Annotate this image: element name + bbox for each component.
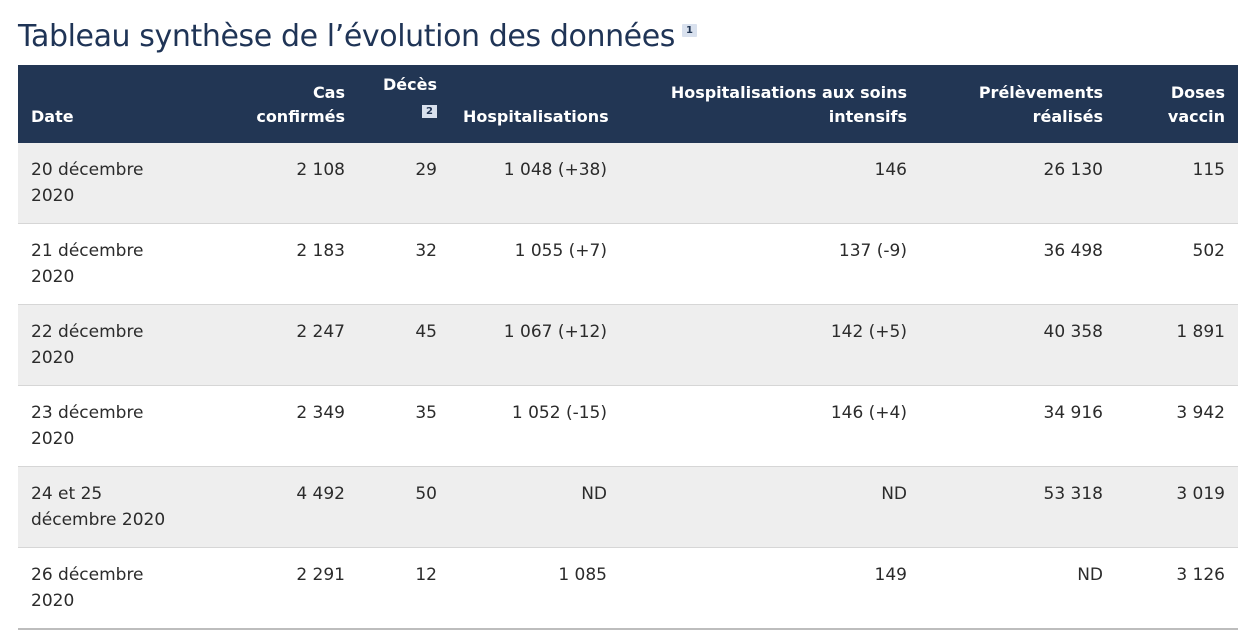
cell-date: 22 décembre 2020 xyxy=(18,304,198,386)
table-row: 21 décembre 2020 2 183 32 1 055 (+7) 137… xyxy=(18,223,1238,305)
col-header-cas: Cas confirmés xyxy=(198,65,358,143)
cell-cas: 4 492 xyxy=(198,466,358,548)
page-title-text: Tableau synthèse de l’évolution des donn… xyxy=(18,19,676,54)
cell-si: 149 xyxy=(620,547,920,630)
cell-doses: 115 xyxy=(1116,143,1238,224)
cell-si: 146 xyxy=(620,143,920,224)
col-header-hospitalisations: Hospitalisations xyxy=(450,65,620,143)
cell-cas: 2 349 xyxy=(198,385,358,467)
page-title: Tableau synthèse de l’évolution des donn… xyxy=(18,16,697,58)
cell-doses: 502 xyxy=(1116,223,1238,305)
cell-prel: 36 498 xyxy=(920,223,1116,305)
cell-hosp: 1 055 (+7) xyxy=(450,223,620,305)
cell-date: 23 décembre 2020 xyxy=(18,385,198,467)
cell-si: ND xyxy=(620,466,920,548)
cell-date: 26 décembre 2020 xyxy=(18,547,198,630)
col-header-date: Date xyxy=(18,65,198,143)
col-header-doses: Doses vaccin xyxy=(1116,65,1238,143)
cell-deces: 50 xyxy=(358,466,450,548)
cell-deces: 45 xyxy=(358,304,450,386)
table-header-row: Date Cas confirmés Décès 2 Hospitalisation… xyxy=(18,65,1238,143)
table-row: 24 et 25 décembre 2020 4 492 50 ND ND 53… xyxy=(18,466,1238,548)
cell-si: 142 (+5) xyxy=(620,304,920,386)
cell-deces: 32 xyxy=(358,223,450,305)
footnote-link-1[interactable]: 1 xyxy=(682,24,697,37)
cell-date: 20 décembre 2020 xyxy=(18,143,198,224)
page: Tableau synthèse de l’évolution des donn… xyxy=(18,16,1238,630)
cell-cas: 2 291 xyxy=(198,547,358,630)
cell-cas: 2 183 xyxy=(198,223,358,305)
cell-prel: ND xyxy=(920,547,1116,630)
cell-cas: 2 108 xyxy=(198,143,358,224)
cell-date: 24 et 25 décembre 2020 xyxy=(18,466,198,548)
data-table: Date Cas confirmés Décès 2 Hospitalisation… xyxy=(18,65,1238,630)
footnote-link-2[interactable]: 2 xyxy=(422,105,437,118)
col-header-soins-intensifs: Hospitalisations aux soins intensifs xyxy=(620,65,920,143)
cell-prel: 26 130 xyxy=(920,143,1116,224)
cell-prel: 34 916 xyxy=(920,385,1116,467)
cell-hosp: ND xyxy=(450,466,620,548)
table-row: 26 décembre 2020 2 291 12 1 085 149 ND 3… xyxy=(18,547,1238,630)
cell-hosp: 1 067 (+12) xyxy=(450,304,620,386)
cell-doses: 1 891 xyxy=(1116,304,1238,386)
cell-si: 137 (-9) xyxy=(620,223,920,305)
cell-prel: 40 358 xyxy=(920,304,1116,386)
col-header-prelevements: Prélèvements réalisés xyxy=(920,65,1116,143)
cell-date: 21 décembre 2020 xyxy=(18,223,198,305)
cell-hosp: 1 048 (+38) xyxy=(450,143,620,224)
cell-prel: 53 318 xyxy=(920,466,1116,548)
cell-hosp: 1 052 (-15) xyxy=(450,385,620,467)
cell-deces: 35 xyxy=(358,385,450,467)
cell-doses: 3 126 xyxy=(1116,547,1238,630)
col-header-deces: Décès 2 xyxy=(358,65,450,143)
cell-doses: 3 019 xyxy=(1116,466,1238,548)
cell-cas: 2 247 xyxy=(198,304,358,386)
cell-hosp: 1 085 xyxy=(450,547,620,630)
table-row: 20 décembre 2020 2 108 29 1 048 (+38) 14… xyxy=(18,143,1238,224)
table-row: 22 décembre 2020 2 247 45 1 067 (+12) 14… xyxy=(18,304,1238,386)
cell-deces: 29 xyxy=(358,143,450,224)
table-row: 23 décembre 2020 2 349 35 1 052 (-15) 14… xyxy=(18,385,1238,467)
cell-si: 146 (+4) xyxy=(620,385,920,467)
cell-doses: 3 942 xyxy=(1116,385,1238,467)
cell-deces: 12 xyxy=(358,547,450,630)
